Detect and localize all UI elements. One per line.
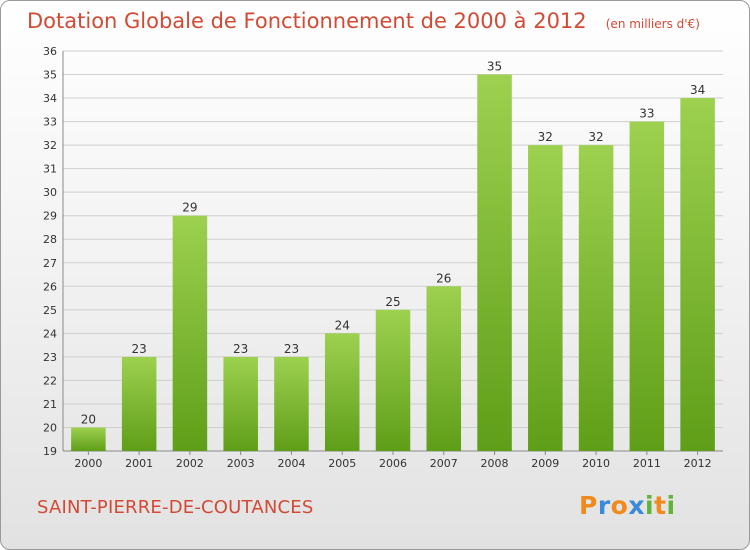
chart-subtitle: (en milliers d'€) [605, 17, 700, 31]
y-tick-label: 27 [43, 257, 57, 270]
x-tick-label: 2004 [277, 457, 305, 470]
x-tick-label: 2006 [379, 457, 407, 470]
y-tick-label: 29 [43, 210, 57, 223]
bar [426, 286, 462, 451]
data-label: 20 [81, 412, 96, 426]
bar [172, 215, 208, 451]
chart-title: Dotation Globale de Fonctionnement de 20… [27, 9, 587, 33]
x-tick-label: 2008 [481, 457, 509, 470]
data-label: 23 [284, 342, 299, 356]
commune-name: SAINT-PIERRE-DE-COUTANCES [37, 497, 314, 518]
logo-letter: i [666, 491, 676, 520]
logo-letter: P [579, 491, 598, 520]
logo-letter: r [597, 491, 611, 520]
bar [121, 356, 157, 451]
x-tick-labels: 2000 2001 2002 2003 2004 2005 2006 2007 2008 2009… [74, 451, 712, 470]
data-label: 32 [538, 130, 553, 144]
bar [375, 309, 411, 451]
y-tick-label: 28 [43, 233, 57, 246]
y-tick-label: 25 [43, 304, 57, 317]
logo-letter: t [654, 491, 667, 520]
bars [71, 74, 715, 452]
x-tick-label: 2000 [74, 457, 102, 470]
y-tick-label: 34 [43, 92, 57, 105]
data-label: 34 [690, 83, 705, 97]
title-row: Dotation Globale de Fonctionnement de 20… [27, 9, 700, 33]
y-tick-label: 23 [43, 351, 57, 364]
data-label: 32 [588, 130, 603, 144]
y-tick-label: 36 [43, 45, 57, 58]
data-label: 33 [639, 107, 654, 121]
y-tick-label: 30 [43, 186, 57, 199]
bar [71, 427, 106, 451]
data-label: 23 [233, 342, 248, 356]
bar [324, 333, 360, 451]
bar [223, 356, 258, 451]
y-tick-label: 21 [43, 398, 57, 411]
logo-letter: o [610, 491, 629, 520]
y-tick-labels: 19 20 21 22 23 24 25 26 27 28 29 30 31 32 33 34 35 36 [43, 45, 57, 458]
bar [528, 145, 563, 451]
data-label: 23 [132, 342, 147, 356]
y-tick-label: 33 [43, 116, 57, 129]
y-tick-label: 22 [43, 374, 57, 387]
x-tick-label: 2005 [328, 457, 356, 470]
logo-letter: x [628, 491, 645, 520]
logo-letter: i [645, 491, 655, 520]
data-label: 35 [487, 60, 502, 74]
bar [578, 145, 614, 451]
x-tick-label: 2012 [684, 457, 712, 470]
y-tick-label: 32 [43, 139, 57, 152]
x-tick-label: 2010 [582, 457, 610, 470]
bar [274, 356, 309, 451]
bar [629, 121, 665, 452]
value-labels: 20 23 29 23 23 24 25 26 35 32 32 33 34 [81, 60, 706, 427]
data-label: 26 [436, 271, 451, 285]
x-tick-label: 2007 [430, 457, 458, 470]
data-label: 29 [182, 201, 197, 215]
y-tick-label: 20 [43, 421, 57, 434]
y-tick-label: 31 [43, 163, 57, 176]
x-tick-label: 2001 [125, 457, 153, 470]
bar [477, 74, 512, 451]
y-tick-label: 26 [43, 280, 57, 293]
y-tick-label: 24 [43, 327, 57, 340]
x-tick-label: 2003 [227, 457, 255, 470]
x-tick-label: 2002 [176, 457, 204, 470]
y-tick-label: 35 [43, 69, 57, 82]
y-tick-label: 19 [43, 445, 57, 458]
data-label: 24 [335, 318, 350, 332]
x-tick-label: 2009 [531, 457, 559, 470]
bar [680, 98, 715, 451]
proxiti-logo: Proxiti [579, 491, 676, 520]
x-tick-label: 2011 [633, 457, 661, 470]
data-label: 25 [385, 295, 400, 309]
